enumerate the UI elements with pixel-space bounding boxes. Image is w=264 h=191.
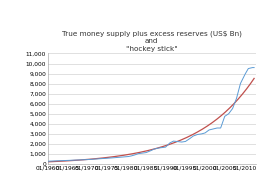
Title: True money supply plus excess reserves (US$ Bn)
and
"hockey stick": True money supply plus excess reserves (… bbox=[62, 30, 242, 52]
